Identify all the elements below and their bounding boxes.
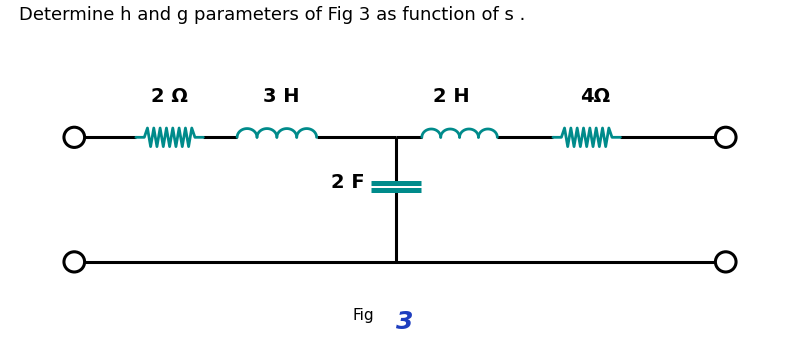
Text: Determine h and g parameters of Fig 3 as function of s .: Determine h and g parameters of Fig 3 as… <box>18 6 525 24</box>
Text: 3: 3 <box>396 310 414 334</box>
Text: Fig: Fig <box>352 308 374 324</box>
Text: 4Ω: 4Ω <box>579 87 610 106</box>
Text: 2 Ω: 2 Ω <box>151 87 188 106</box>
Text: 2 F: 2 F <box>330 173 364 193</box>
Text: 2 H: 2 H <box>434 87 470 106</box>
Text: 3 H: 3 H <box>262 87 299 106</box>
